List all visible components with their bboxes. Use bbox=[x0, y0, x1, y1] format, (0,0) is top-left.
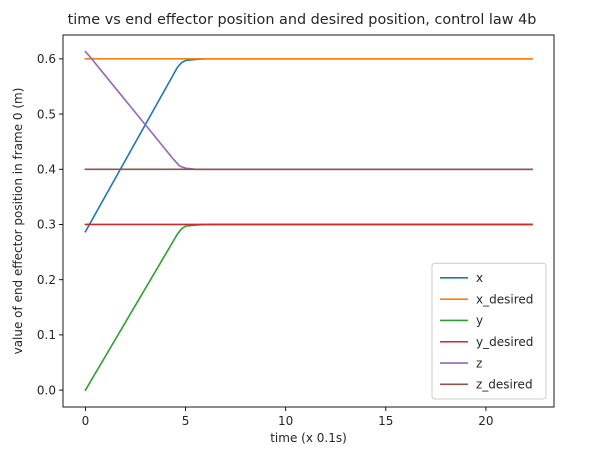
x-tick-label: 0 bbox=[82, 414, 90, 428]
legend-label-z-desired: z_desired bbox=[476, 378, 533, 392]
y-tick-label: 0.2 bbox=[37, 273, 56, 287]
legend-label-z: z bbox=[476, 356, 482, 370]
x-tick-label: 5 bbox=[182, 414, 190, 428]
legend-label-y: y bbox=[476, 314, 483, 328]
legend-label-x: x bbox=[476, 271, 483, 285]
x-tick-label: 20 bbox=[478, 414, 493, 428]
y-tick-label: 0.4 bbox=[37, 162, 56, 176]
y-tick-label: 0.0 bbox=[37, 383, 56, 397]
y-tick-label: 0.5 bbox=[37, 107, 56, 121]
y-tick-label: 0.6 bbox=[37, 52, 56, 66]
axes-layer bbox=[62, 34, 555, 408]
chart-title: time vs end effector position and desire… bbox=[68, 12, 537, 28]
series-layer bbox=[84, 50, 533, 392]
ticks-layer: 0 5 10 15 20 0.0 0.1 0.2 0.3 0.4 0.5 0.6 bbox=[37, 52, 494, 428]
axes-frame bbox=[62, 34, 555, 408]
x-tick-label: 10 bbox=[278, 414, 293, 428]
legend-label-x-desired: x_desired bbox=[476, 292, 533, 306]
x-tick-label: 15 bbox=[378, 414, 393, 428]
legend-box bbox=[431, 262, 547, 400]
legend-label-y-desired: y_desired bbox=[476, 335, 533, 349]
y-tick-label: 0.3 bbox=[37, 218, 56, 232]
y-tick-label: 0.1 bbox=[37, 328, 56, 342]
y-axis-label: value of end effector position in frame … bbox=[11, 88, 25, 355]
x-axis-label: time (x 0.1s) bbox=[270, 431, 347, 445]
